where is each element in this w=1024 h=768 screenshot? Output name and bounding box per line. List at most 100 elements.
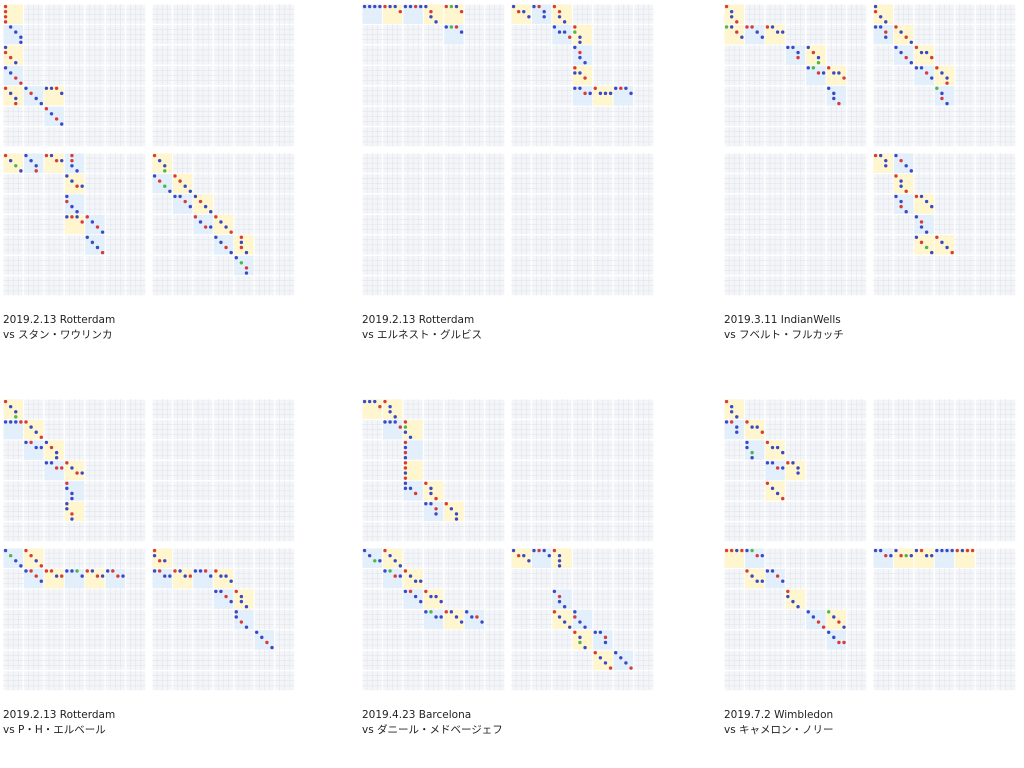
game-cell xyxy=(531,4,552,24)
point-dot xyxy=(770,461,775,465)
point-dot xyxy=(24,548,28,553)
point-dot xyxy=(826,610,831,614)
game-cell xyxy=(64,568,85,589)
point-dot xyxy=(724,399,729,404)
point-dot xyxy=(24,86,28,90)
game-cell xyxy=(213,589,234,609)
point-dot xyxy=(899,30,903,34)
point-dot xyxy=(613,650,618,655)
point-dot xyxy=(193,194,198,199)
point-dot xyxy=(44,86,49,90)
point-dot xyxy=(39,101,44,106)
point-dot xyxy=(960,548,965,553)
point-dot xyxy=(60,158,64,163)
point-dot xyxy=(608,91,613,96)
point-dot xyxy=(424,501,428,506)
game-cell xyxy=(593,630,613,650)
point-dot xyxy=(930,55,934,60)
game-cell xyxy=(724,399,744,419)
point-dot xyxy=(403,450,408,455)
point-dot xyxy=(70,569,74,573)
point-dot xyxy=(724,548,729,553)
point-dot xyxy=(729,420,734,424)
game-cell xyxy=(873,153,893,173)
point-dot xyxy=(765,481,770,485)
point-dot xyxy=(29,553,33,558)
game-cell xyxy=(382,4,403,24)
point-dot xyxy=(578,50,582,55)
point-dot xyxy=(393,574,397,578)
point-dot xyxy=(70,517,74,521)
point-dot xyxy=(511,548,516,553)
point-dot xyxy=(60,574,64,578)
point-dot xyxy=(378,4,382,9)
point-dot xyxy=(940,71,944,75)
point-dot xyxy=(3,45,8,50)
game-cell xyxy=(193,214,213,235)
point-dot xyxy=(454,25,459,29)
point-dot xyxy=(8,91,13,96)
point-dot xyxy=(796,605,800,609)
set-block xyxy=(510,152,654,296)
point-dot xyxy=(729,15,734,19)
point-dot xyxy=(163,164,167,168)
point-dot xyxy=(624,86,628,90)
point-dot xyxy=(914,66,919,70)
point-dot xyxy=(3,399,8,404)
point-dot xyxy=(945,101,949,106)
game-cell xyxy=(85,214,105,235)
game-cell xyxy=(423,501,444,522)
point-dot xyxy=(49,461,54,465)
point-dot xyxy=(750,450,754,455)
game-cell xyxy=(3,419,23,440)
point-dot xyxy=(811,50,816,55)
game-cell xyxy=(765,24,785,45)
point-dot xyxy=(203,225,208,229)
point-dot xyxy=(209,210,213,214)
point-dot xyxy=(826,66,831,70)
point-dot xyxy=(54,158,59,163)
point-dot xyxy=(775,445,780,450)
game-cell xyxy=(3,399,23,419)
point-dot xyxy=(239,594,244,599)
match-caption: 2019.2.13 Rotterdam vs P・H・エルベール xyxy=(3,708,115,738)
point-dot xyxy=(786,45,790,50)
match-date-venue: 2019.7.2 Wimbledon xyxy=(724,709,834,721)
game-cell xyxy=(172,173,193,194)
point-dot xyxy=(894,174,898,178)
point-dot xyxy=(557,599,562,604)
point-dot xyxy=(214,569,218,573)
game-cell xyxy=(3,4,23,24)
point-dot xyxy=(70,204,74,209)
point-dot xyxy=(806,66,810,70)
point-dot xyxy=(826,630,831,634)
point-dot xyxy=(219,589,223,594)
point-dot xyxy=(75,215,79,219)
point-dot xyxy=(19,564,23,568)
match-date-venue: 2019.2.13 Rotterdam xyxy=(3,314,116,326)
point-dot xyxy=(49,86,54,90)
point-dot xyxy=(367,553,372,558)
point-dot xyxy=(613,86,618,90)
point-dot xyxy=(14,420,18,424)
point-dot xyxy=(178,569,182,573)
point-dot xyxy=(557,559,562,563)
game-cell xyxy=(914,45,934,65)
point-dot xyxy=(745,440,749,445)
game-cell xyxy=(914,235,934,255)
point-dot xyxy=(75,210,79,214)
point-dot xyxy=(19,40,23,45)
game-cell xyxy=(724,4,744,24)
point-dot xyxy=(583,645,587,650)
set-block xyxy=(362,399,506,543)
point-dot xyxy=(14,410,18,414)
point-dot xyxy=(3,20,8,24)
point-dot xyxy=(750,425,754,429)
point-dot xyxy=(188,204,193,209)
game-cell xyxy=(64,173,85,194)
point-dot xyxy=(745,569,749,573)
point-dot xyxy=(383,399,387,404)
game-cell xyxy=(213,568,234,589)
point-dot xyxy=(750,456,754,460)
point-dot xyxy=(919,220,924,224)
